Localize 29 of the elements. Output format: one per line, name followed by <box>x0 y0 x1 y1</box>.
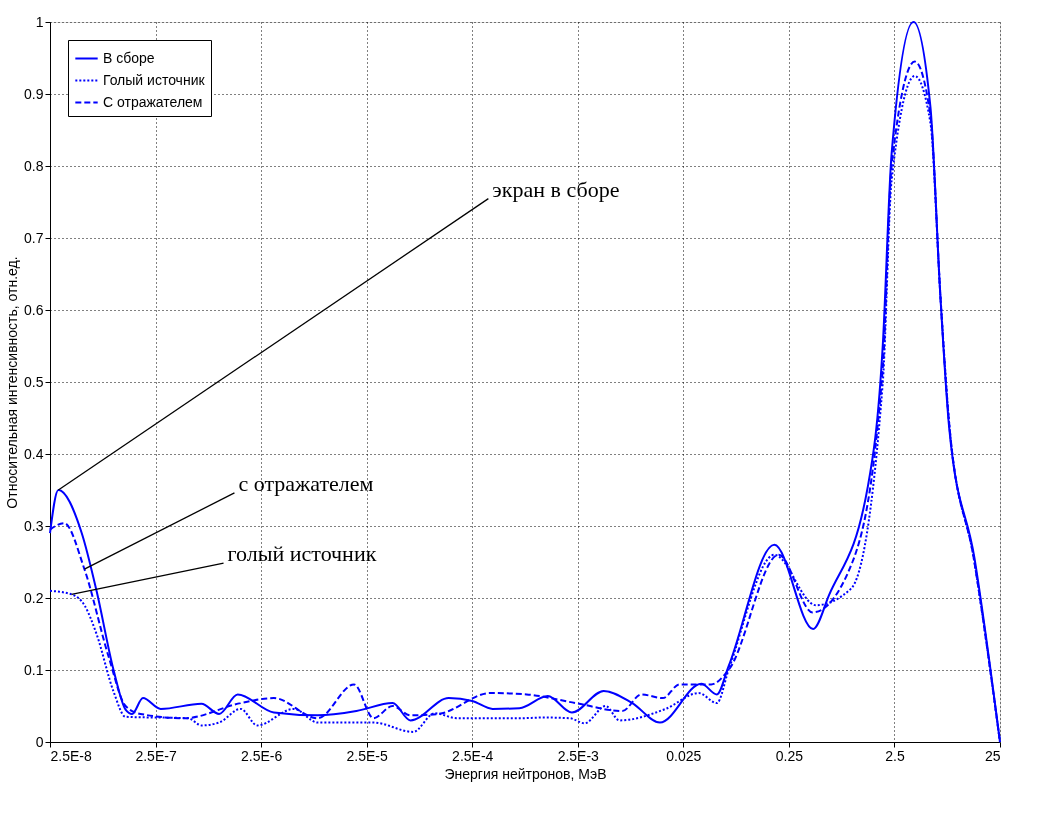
legend-label: Голый источник <box>103 71 206 88</box>
y-tick-label: 0.8 <box>24 157 44 174</box>
y-tick-label: 0.9 <box>24 85 44 102</box>
y-tick-label: 1 <box>35 13 44 30</box>
x-tick-label: 2.5E-5 <box>346 747 388 764</box>
x-tick-label: 25 <box>984 747 1001 764</box>
y-tick-label: 0.1 <box>24 661 44 678</box>
y-tick-label: 0 <box>35 733 44 750</box>
annotation: с отражателем <box>238 471 374 497</box>
y-tick-label: 0.7 <box>24 229 44 246</box>
y-tick-label: 0.5 <box>24 373 44 390</box>
x-tick-label: 0.025 <box>666 747 702 764</box>
y-tick-label: 0.3 <box>24 517 44 534</box>
annotation: голый источник <box>227 541 377 567</box>
x-tick-label: 2.5E-3 <box>557 747 600 764</box>
x-tick-label: 2.5 <box>885 747 905 764</box>
legend-label: С отражателем <box>103 93 203 110</box>
legend-label: В сборе <box>103 49 155 66</box>
x-tick-label: 2.5E-7 <box>135 747 177 764</box>
x-tick-label: 2.5E-6 <box>240 747 283 764</box>
x-tick-label: 2.5E-4 <box>452 747 494 764</box>
y-tick-label: 0.4 <box>24 445 44 462</box>
y-tick-label: 0.2 <box>24 589 44 606</box>
annotation: экран в сборе <box>492 177 620 202</box>
x-tick-label: 0.25 <box>775 747 804 764</box>
y-axis-title: Относительная интенсивность, отн.ед. <box>4 256 21 509</box>
x-tick-label: 2.5E-8 <box>50 747 92 764</box>
x-axis-title: Энергия нейтронов, МэВ <box>444 765 607 782</box>
y-tick-label: 0.6 <box>24 301 44 318</box>
